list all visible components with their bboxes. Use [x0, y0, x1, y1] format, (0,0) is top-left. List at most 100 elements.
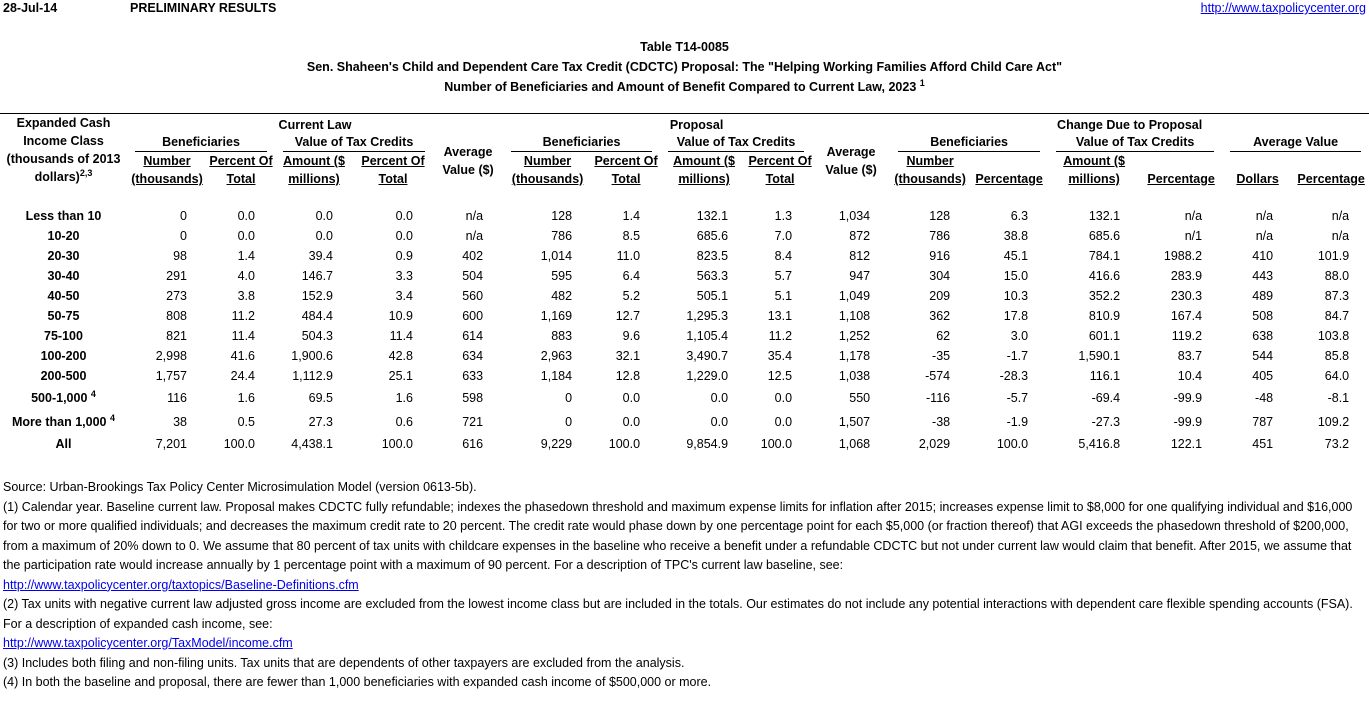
- cell-value: 9,854.9: [686, 436, 729, 451]
- group-header: Proposal: [669, 118, 724, 132]
- cell-value: 2,998: [155, 348, 187, 363]
- cell-value: 9,229: [540, 436, 573, 451]
- cell-value: 484.4: [301, 308, 333, 323]
- row-label: 50-75: [0, 306, 127, 326]
- cell-value: 0.5: [237, 414, 255, 429]
- row-label-text: 500-1,000: [31, 390, 88, 405]
- cell-value: 100.0: [760, 436, 793, 451]
- group-header: Current Law: [278, 118, 352, 132]
- cell-value: 416.6: [1088, 268, 1121, 283]
- column-header: Percentage: [975, 172, 1043, 186]
- row-label-text: 30-40: [47, 268, 80, 283]
- footnote-link[interactable]: http://www.taxpolicycenter.org/taxtopics…: [3, 577, 359, 592]
- column-header: Percent Of Total: [361, 154, 425, 186]
- cell-value: 45.1: [1003, 248, 1029, 263]
- cell-value: 10.9: [388, 308, 413, 323]
- cell-value: 209: [929, 288, 951, 303]
- site-link[interactable]: http://www.taxpolicycenter.org: [1200, 1, 1366, 15]
- footnote-link[interactable]: http://www.taxpolicycenter.org/TaxModel/…: [3, 636, 293, 650]
- header-row: Expanded Cash Income Class (thousands of…: [0, 114, 1369, 184]
- cell-value: 85.8: [1324, 348, 1350, 363]
- cell-value: 0.0: [710, 414, 729, 429]
- cell-value: -28.3: [999, 368, 1029, 383]
- stub-header: Expanded Cash Income Class (thousands of…: [0, 114, 127, 189]
- column-header: Amount ($ millions): [283, 154, 345, 186]
- row-label: All: [0, 434, 127, 454]
- cell-value: 1,108: [838, 308, 871, 323]
- row-label-text: 10-20: [47, 228, 80, 243]
- cell-value: 87.3: [1324, 288, 1350, 303]
- cell-value: 0.0: [237, 228, 255, 243]
- column-header: Average Value ($): [442, 145, 494, 177]
- row-note: 4: [109, 412, 115, 423]
- cell-value: 1.4: [622, 208, 641, 223]
- cell-value: 410: [1252, 248, 1274, 263]
- cell-value: -27.3: [1091, 414, 1121, 429]
- cell-value: 563.3: [696, 268, 729, 283]
- row-label: 10-20: [0, 226, 127, 246]
- cell-value: 0.0: [622, 414, 641, 429]
- row-label: 40-50: [0, 286, 127, 306]
- row-label-text: More than 1,000: [12, 414, 107, 429]
- cell-value: 128: [551, 208, 573, 223]
- column-header: Percent Of Total: [209, 154, 273, 186]
- cell-value: 128: [929, 208, 951, 223]
- table-name: Sen. Shaheen's Child and Dependent Care …: [306, 60, 1063, 74]
- table-subtitle: Number of Beneficiaries and Amount of Be…: [0, 77, 1369, 94]
- cell-value: 273: [166, 288, 187, 303]
- cell-value: 1,590.1: [1078, 348, 1121, 363]
- cell-value: 132.1: [1088, 208, 1121, 223]
- row-note: 4: [90, 388, 96, 399]
- cell-value: 119.2: [1171, 328, 1203, 343]
- header-row: Beneficiaries Value of Tax Credits Average…: [0, 134, 1369, 177]
- cell-value: 595: [551, 268, 573, 283]
- footnote: (4) In both the baseline and proposal, t…: [3, 675, 712, 689]
- cell-value: 600: [462, 308, 484, 323]
- cell-value: -99.9: [1173, 414, 1203, 429]
- cell-value: 116.1: [1089, 368, 1121, 383]
- cell-value: 9.6: [622, 328, 641, 343]
- cell-value: 560: [462, 288, 484, 303]
- cell-value: 1,178: [838, 348, 871, 363]
- cell-value: 362: [929, 308, 951, 323]
- subgroup-header: Value of Tax Credits: [660, 134, 812, 152]
- row-label-text: Less than 10: [25, 208, 102, 223]
- cell-value: 601.1: [1088, 328, 1121, 343]
- cell-value: 786: [551, 228, 573, 243]
- cell-value: 3.3: [395, 268, 413, 283]
- cell-value: -5.7: [1006, 390, 1029, 405]
- cell-value: 6.3: [1010, 208, 1029, 223]
- subtitle-note: 1: [919, 77, 925, 88]
- cell-value: 1,229.0: [686, 368, 729, 383]
- cell-value: 883: [551, 328, 573, 343]
- group-header: Change Due to Proposal: [1057, 118, 1203, 132]
- cell-value: 11.4: [231, 328, 255, 343]
- cell-value: 482: [551, 288, 573, 303]
- cell-value: 13.1: [767, 308, 793, 323]
- subgroup-label: Value of Tax Credits: [1056, 134, 1215, 152]
- cell-value: 1,049: [838, 288, 871, 303]
- cell-value: 614: [462, 328, 484, 343]
- cell-value: 0.0: [774, 414, 793, 429]
- cell-value: 12.7: [615, 308, 641, 323]
- data-row: 30-40 291 4.0 146.7 3.3 504 595 6.4 563.3 5.7 947 3…: [0, 266, 1369, 286]
- row-label-text: 75-100: [44, 328, 83, 343]
- cell-value: 821: [166, 328, 187, 343]
- cell-value: 1,014: [540, 248, 573, 263]
- cell-value: 8.5: [622, 228, 641, 243]
- cell-value: -48: [1255, 390, 1274, 405]
- spacer-row: [0, 188, 1369, 206]
- cell-value: 4,438.1: [291, 436, 333, 451]
- cell-value: 1,169: [540, 308, 573, 323]
- cell-value: 24.4: [230, 368, 255, 383]
- cell-value: 916: [929, 248, 951, 263]
- column-header: Number (thousands): [894, 154, 966, 186]
- row-label-text: 40-50: [47, 288, 80, 303]
- cell-value: n/a: [1331, 208, 1350, 223]
- stub-note: 2,3: [79, 167, 93, 178]
- cell-value: n/a: [465, 228, 484, 243]
- cell-value: 11.0: [616, 248, 641, 263]
- cell-value: 132.1: [696, 208, 729, 223]
- cell-value: 11.2: [231, 308, 255, 323]
- cell-value: 11.4: [389, 328, 413, 343]
